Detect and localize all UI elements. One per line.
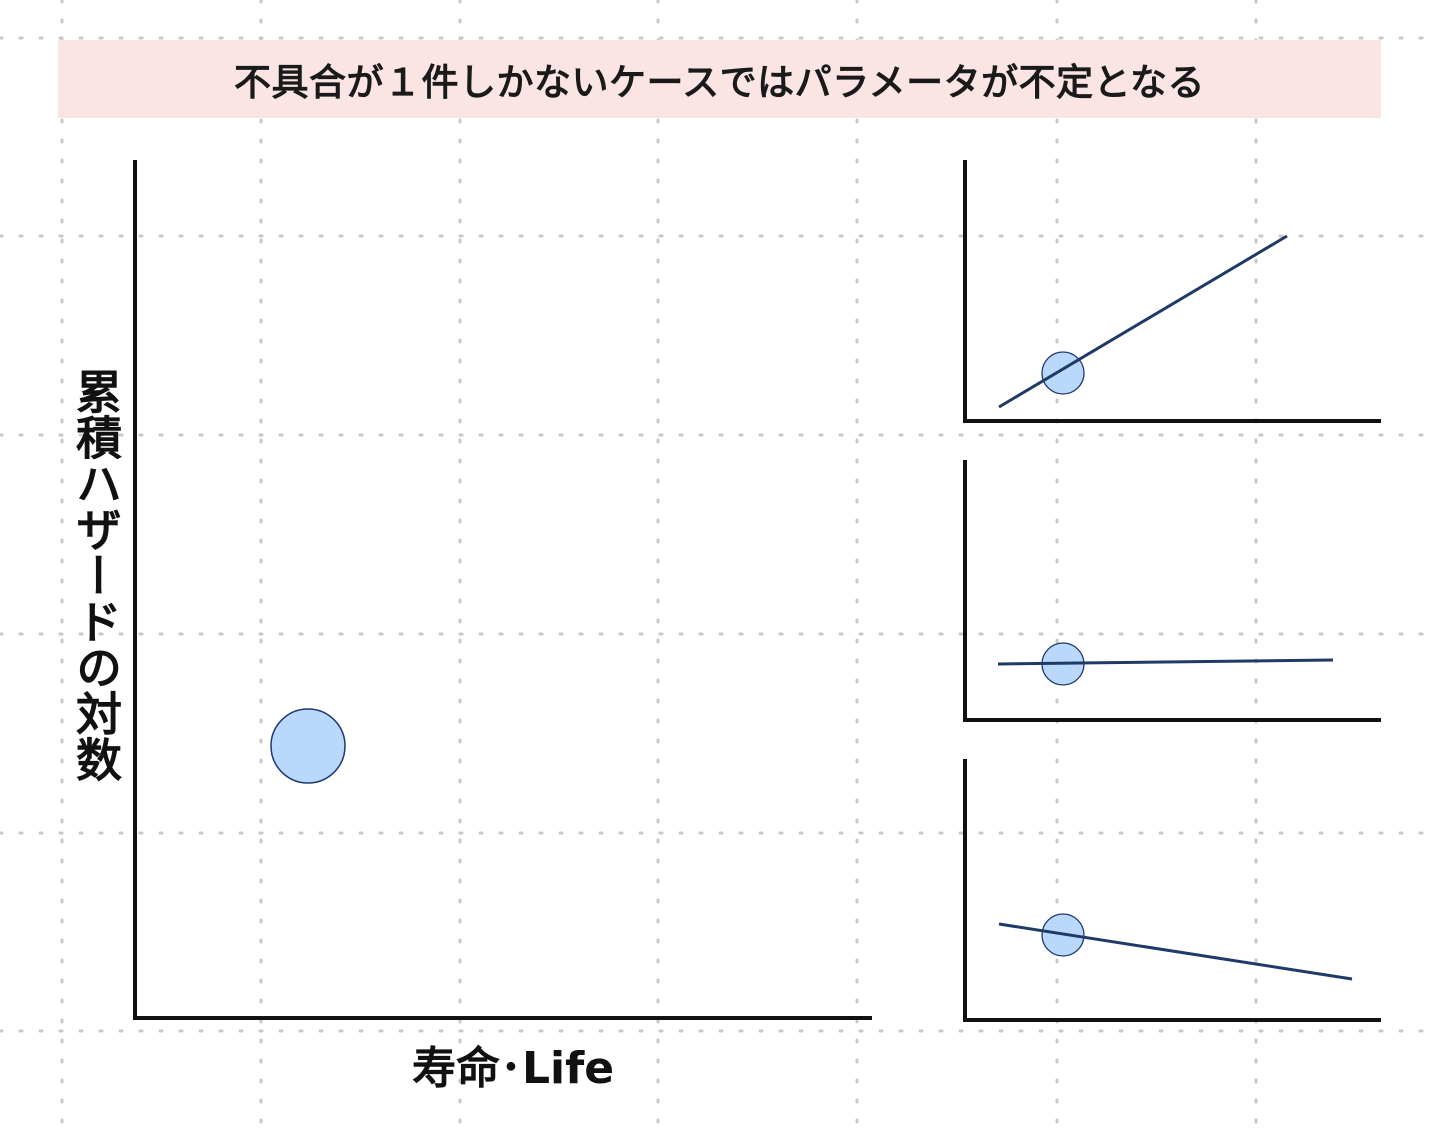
inset-1-point bbox=[1041, 351, 1085, 395]
inset-plot-flat-slope bbox=[963, 460, 1381, 722]
title-banner: 不具合が１件しかないケースではパラメータが不定となる bbox=[58, 40, 1381, 118]
inset-3-fit-line bbox=[998, 922, 1353, 981]
main-plot-single-failure-point bbox=[270, 708, 346, 784]
inset-plot-negative-slope bbox=[963, 759, 1381, 1022]
y-axis-label: 累積ハザードの対数 bbox=[69, 368, 123, 782]
inset-1-fit-line bbox=[998, 234, 1288, 409]
inset-plot-positive-slope bbox=[963, 160, 1381, 423]
title-banner-text: 不具合が１件しかないケースではパラメータが不定となる bbox=[234, 61, 1205, 104]
x-axis-label: 寿命･Life bbox=[412, 1043, 615, 1094]
inset-2-fit-line bbox=[997, 658, 1334, 666]
